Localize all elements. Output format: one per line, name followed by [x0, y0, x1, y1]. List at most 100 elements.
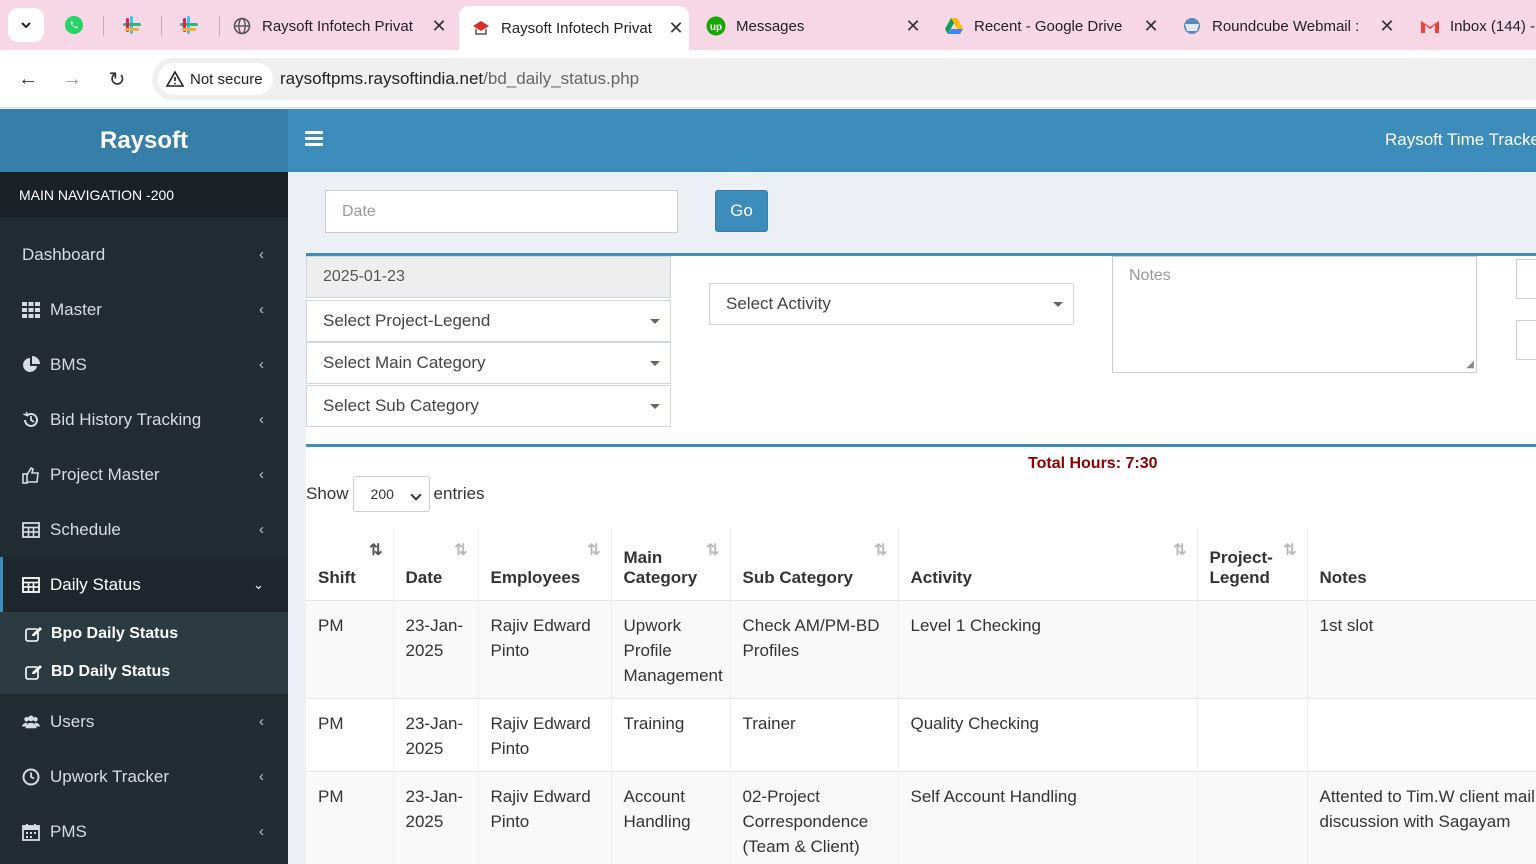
grid-icon — [22, 301, 40, 319]
edit-icon — [25, 626, 43, 642]
cell-date: 23-Jan-2025 — [393, 599, 479, 698]
submenu-item-bpo-daily-status[interactable]: Bpo Daily Status — [0, 615, 288, 653]
reload-button[interactable]: ↻ — [102, 64, 132, 94]
menu-toggle-icon[interactable] — [305, 131, 323, 147]
column-header-shift[interactable]: Shift ⇅ — [306, 528, 394, 600]
sidebar-item-schedule[interactable]: Schedule ‹ — [0, 502, 288, 557]
svg-text:up: up — [710, 22, 722, 33]
reload-icon: ↻ — [108, 68, 126, 91]
cell-activity: Quality Checking — [898, 697, 1198, 771]
sidebar-item-label: Dashboard — [22, 244, 106, 264]
browser-tab-1[interactable]: Raysoft Infotech Privat ✕ — [220, 8, 452, 44]
daily-status-submenu: Bpo Daily Status BD Daily Status — [0, 612, 288, 694]
sidebar-item-label: Users — [50, 711, 95, 731]
close-icon[interactable]: ✕ — [431, 15, 447, 36]
cell-notes: 1st slot — [1307, 599, 1536, 698]
cell-main-category: Training — [611, 697, 731, 771]
brand-logo[interactable]: Raysoft — [0, 109, 288, 172]
submenu-item-label: BD Daily Status — [51, 663, 171, 680]
close-icon[interactable]: ✕ — [668, 17, 684, 38]
column-header-sub-category[interactable]: Sub Category ⇅ — [730, 528, 899, 600]
sidebar-item-daily-status[interactable]: Daily Status ⌄ — [0, 557, 288, 612]
slack-pinned-tab-1[interactable] — [120, 13, 144, 37]
chevron-left-icon: ‹ — [259, 768, 264, 785]
users-icon — [22, 713, 40, 731]
sub-category-select[interactable]: Select Sub Category — [306, 385, 671, 427]
forward-button[interactable]: → — [57, 64, 87, 94]
sidebar-item-master[interactable]: Master ‹ — [0, 282, 288, 337]
cell-employee: Rajiv Edward Pinto — [478, 697, 612, 771]
tab-title: Messages — [736, 17, 805, 35]
minutes-field-partial[interactable] — [1516, 320, 1536, 360]
date-filter-input[interactable]: Date — [325, 190, 678, 233]
sidebar-item-pms[interactable]: PMS ‹ — [0, 804, 288, 859]
column-header-employees[interactable]: Employees ⇅ — [478, 528, 612, 600]
back-button[interactable]: ← — [13, 64, 43, 94]
column-header-main-category[interactable]: Main Category ⇅ — [611, 528, 731, 600]
slack-pinned-tab-2[interactable] — [177, 13, 201, 37]
browser-tab-2-active[interactable]: Raysoft Infotech Privat ✕ — [459, 6, 689, 50]
sidebar-item-label: Daily Status — [50, 574, 141, 594]
column-header-date[interactable]: Date ⇅ — [393, 528, 479, 600]
browser-tab-3[interactable]: up Messages ✕ — [694, 8, 926, 44]
main-category-select[interactable]: Select Main Category — [306, 342, 671, 384]
cell-project-legend — [1197, 599, 1308, 698]
tab-title: Raysoft Infotech Privat — [262, 17, 413, 35]
sidebar-item-upwork-tracker[interactable]: Upwork Tracker ‹ — [0, 749, 288, 804]
entries-select[interactable]: 200 — [352, 476, 430, 512]
hours-field-partial[interactable] — [1516, 259, 1536, 299]
select-value: Select Activity — [726, 294, 831, 313]
roundcube-icon — [1184, 18, 1200, 34]
sidebar-item-label: Bid History Tracking — [50, 409, 202, 429]
sidebar: Raysoft MAIN NAVIGATION -200 Dashboard ‹… — [0, 109, 288, 864]
whatsapp-icon — [65, 16, 83, 34]
sort-icon: ⇅ — [1283, 542, 1297, 559]
url-omnibox[interactable]: Not secure raysoftpms.raysoftindia.net/b… — [152, 58, 1536, 100]
column-header-activity[interactable]: Activity ⇅ — [898, 528, 1198, 600]
close-icon[interactable]: ✕ — [1143, 15, 1159, 36]
cell-date: 23-Jan-2025 — [393, 770, 479, 864]
sidebar-item-label: Master — [50, 299, 102, 319]
notes-textarea[interactable]: Notes ◢ — [1112, 256, 1477, 373]
browser-tab-6[interactable]: Inbox (144) - — [1408, 8, 1536, 44]
column-header-project-legend[interactable]: Project-Legend ⇅ — [1197, 528, 1308, 600]
chevron-left-icon: ‹ — [259, 823, 264, 840]
caret-down-icon — [650, 319, 660, 324]
slack-icon — [180, 16, 198, 34]
clock-icon — [22, 768, 40, 786]
header-label: Sub Category — [742, 567, 854, 587]
tab-search-button[interactable] — [8, 8, 44, 42]
activity-select[interactable]: Select Activity — [709, 283, 1074, 325]
edit-icon — [25, 664, 43, 680]
sidebar-item-bid-history[interactable]: Bid History Tracking ‹ — [0, 392, 288, 447]
browser-tab-4[interactable]: Recent - Google Drive ✕ — [932, 8, 1164, 44]
close-icon[interactable]: ✕ — [905, 15, 921, 36]
cell-main-category: Upwork Profile Management — [611, 599, 731, 698]
daily-status-table: Shift ⇅ Date ⇅ Employees ⇅ Main Category ⇅ S… — [306, 528, 1536, 864]
column-header-notes[interactable]: Notes — [1307, 528, 1536, 600]
security-chip[interactable]: Not secure — [158, 63, 273, 95]
sidebar-item-project-master[interactable]: Project Master ‹ — [0, 447, 288, 502]
submenu-item-bd-daily-status[interactable]: BD Daily Status — [0, 653, 288, 691]
tab-title: Recent - Google Drive — [974, 17, 1123, 35]
browser-tab-5[interactable]: Roundcube Webmail : ✕ — [1170, 8, 1400, 44]
sidebar-item-users[interactable]: Users ‹ — [0, 694, 288, 749]
cell-employee: Rajiv Edward Pinto — [478, 770, 612, 864]
chevron-left-icon: ‹ — [259, 301, 264, 318]
submenu-item-label: Bpo Daily Status — [51, 625, 179, 642]
close-icon[interactable]: ✕ — [1379, 15, 1395, 36]
resize-handle-icon[interactable]: ◢ — [1466, 359, 1474, 370]
whatsapp-pinned-tab[interactable] — [62, 13, 86, 37]
go-button[interactable]: Go — [715, 190, 768, 232]
total-hours: Total Hours: 7:30 — [1028, 455, 1158, 472]
daily-status-panel: 2025-01-23 Select Project-Legend Select … — [306, 253, 1536, 864]
section-divider — [306, 444, 1536, 447]
sidebar-item-bms[interactable]: BMS ‹ — [0, 337, 288, 392]
sidebar-item-dashboard[interactable]: Dashboard ‹ — [0, 227, 288, 282]
security-label: Not secure — [190, 70, 263, 88]
address-bar: ← → ↻ Not secure raysoftpms.raysoftindia… — [0, 50, 1536, 108]
notes-placeholder: Notes — [1129, 267, 1171, 284]
select-value: Select Main Category — [323, 353, 486, 372]
project-legend-select[interactable]: Select Project-Legend — [306, 300, 671, 342]
cell-project-legend — [1197, 697, 1308, 771]
